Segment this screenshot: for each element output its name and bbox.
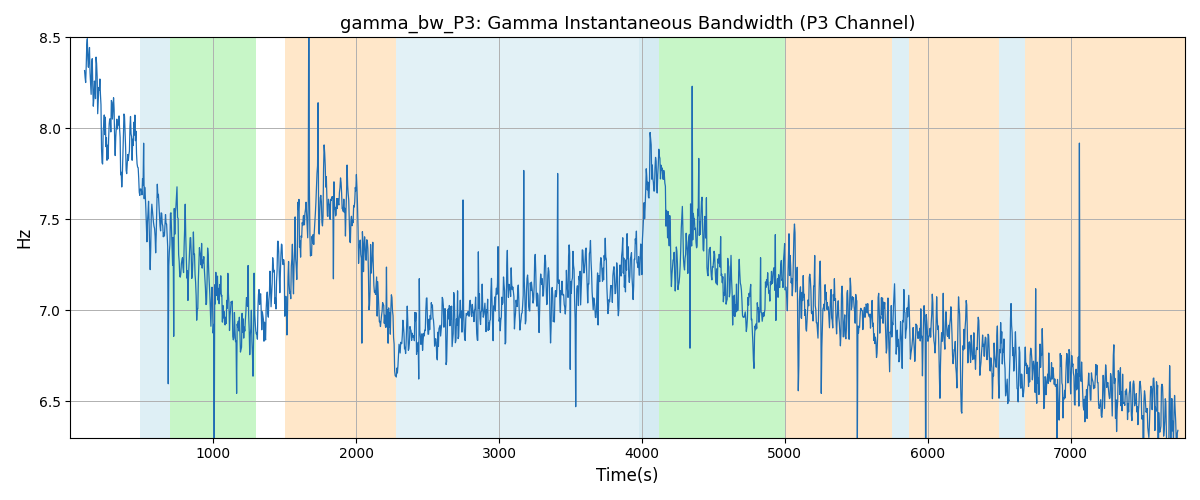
Bar xyxy=(396,38,640,438)
Bar xyxy=(910,38,1000,438)
X-axis label: Time(s): Time(s) xyxy=(596,467,659,485)
Bar xyxy=(659,38,785,438)
Y-axis label: Hz: Hz xyxy=(16,227,34,248)
Bar xyxy=(640,38,659,438)
Bar xyxy=(140,38,170,438)
Bar xyxy=(1025,38,1184,438)
Bar xyxy=(785,38,892,438)
Title: gamma_bw_P3: Gamma Instantaneous Bandwidth (P3 Channel): gamma_bw_P3: Gamma Instantaneous Bandwid… xyxy=(340,15,916,34)
Bar xyxy=(892,38,910,438)
Bar xyxy=(170,38,256,438)
Bar xyxy=(1000,38,1025,438)
Bar xyxy=(284,38,396,438)
